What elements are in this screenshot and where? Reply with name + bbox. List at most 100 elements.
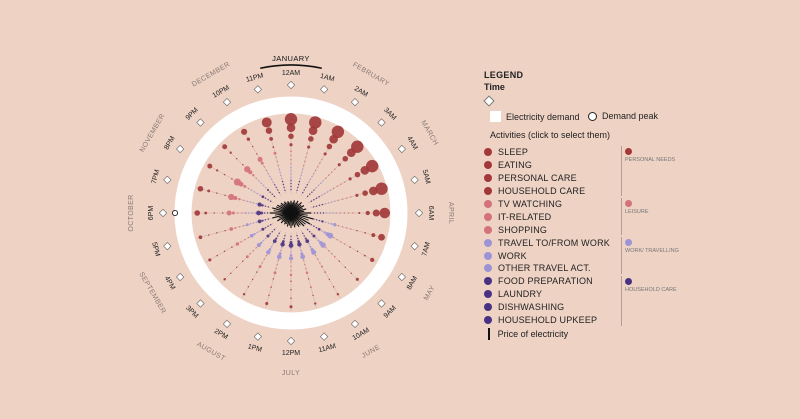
activity-label: DISHWASHING <box>498 302 565 313</box>
activity-dot <box>332 212 334 214</box>
activity-dot <box>245 255 249 259</box>
activity-food-preparation[interactable]: FOOD PREPARATION <box>484 275 610 288</box>
activity-dishwashing[interactable]: DISHWASHING <box>484 301 610 314</box>
activity-dot <box>224 229 226 232</box>
activity-dot <box>345 197 348 199</box>
activity-dot <box>297 237 299 240</box>
activity-dot <box>337 163 341 167</box>
activity-dot <box>251 212 253 214</box>
activity-dot <box>306 195 309 198</box>
activity-sleep[interactable]: SLEEP <box>484 146 610 159</box>
hour-diamond-icon <box>176 144 185 154</box>
hour-diamond-icon <box>286 80 296 90</box>
hour-label: 10PM <box>211 84 230 99</box>
activity-dot <box>277 235 279 237</box>
activity-dot <box>319 262 321 264</box>
activity-dot <box>315 219 318 221</box>
activity-dot <box>261 227 265 231</box>
hour-label: 7AM <box>421 241 432 257</box>
activity-tv-watching[interactable]: TV WATCHING <box>484 198 610 211</box>
activity-dot <box>266 250 271 255</box>
hour-label: 11AM <box>318 343 337 354</box>
activity-dot <box>236 266 238 268</box>
month-label: MAY <box>423 285 437 302</box>
activity-dot <box>289 273 293 277</box>
activity-dot <box>261 195 265 199</box>
activity-dot <box>305 267 307 270</box>
activity-dot <box>341 198 344 200</box>
activity-dot <box>255 247 257 249</box>
activity-household-care[interactable]: HOUSEHOLD CARE <box>484 185 610 198</box>
activity-dot <box>198 235 203 240</box>
hour-label: 3AM <box>382 107 397 122</box>
activity-dot <box>290 154 292 157</box>
activity-dot <box>333 255 336 258</box>
activity-dot <box>267 173 270 175</box>
group-dot-icon <box>625 148 632 155</box>
activity-dot <box>276 160 278 163</box>
activity-dot <box>269 136 274 141</box>
activity-dot <box>270 245 273 248</box>
activity-dot-icon <box>484 264 492 273</box>
activity-dot <box>265 187 267 189</box>
activity-dot <box>265 237 267 239</box>
activity-dot <box>318 219 321 222</box>
hour-diamond-icon <box>222 98 232 107</box>
activity-dot <box>242 164 244 166</box>
activity-dot <box>342 155 349 162</box>
activity-dot <box>247 236 250 239</box>
activity-label: HOUSEHOLD CARE <box>498 186 586 197</box>
activity-dot-icon <box>484 148 492 157</box>
activity-dot <box>355 193 359 197</box>
activity-dot <box>351 140 364 153</box>
activity-other-travel-act-[interactable]: OTHER TRAVEL ACT. <box>484 262 610 275</box>
activity-dot <box>265 127 273 134</box>
month-label: OCTOBER <box>128 194 135 231</box>
activity-dot <box>312 173 315 175</box>
hour-diamond-icon <box>410 242 419 251</box>
activity-dot <box>298 180 301 183</box>
activity-label: OTHER TRAVEL ACT. <box>498 263 591 274</box>
activity-work[interactable]: WORK <box>484 249 610 262</box>
group-label: PERSONAL NEEDS <box>625 157 676 163</box>
activity-dot <box>272 278 275 280</box>
activity-dot <box>270 178 273 181</box>
month-label: JULY <box>282 370 300 377</box>
activity-dot <box>268 248 272 251</box>
activity-household-upkeep[interactable]: HOUSEHOLD UPKEEP <box>484 314 610 327</box>
activity-it-related[interactable]: IT-RELATED <box>484 210 610 223</box>
activity-dot <box>316 258 319 260</box>
activity-dot <box>244 166 251 173</box>
activity-travel-to-from-work[interactable]: TRAVEL TO/FROM WORK <box>484 236 610 249</box>
activity-dot-icon <box>484 187 492 196</box>
hour-diamond-icon <box>163 242 172 251</box>
price-spike <box>289 202 292 214</box>
activity-dot <box>256 153 258 155</box>
activity-dot <box>307 278 310 280</box>
activity-personal-care[interactable]: PERSONAL CARE <box>484 172 610 185</box>
activity-dot <box>246 137 251 141</box>
activity-dot-icon <box>484 238 492 247</box>
activity-dot <box>267 199 269 201</box>
activity-dot <box>307 145 311 149</box>
activity-dot <box>288 256 294 261</box>
activity-dot <box>290 179 292 182</box>
activity-dot <box>350 196 352 198</box>
activity-dot <box>279 171 281 174</box>
activity-dot <box>275 237 278 240</box>
hour-diamond-icon <box>196 299 205 308</box>
activity-dot <box>255 177 257 179</box>
activity-dot <box>325 247 327 249</box>
activity-dot <box>349 246 351 248</box>
activity-dot <box>252 222 255 224</box>
activity-laundry[interactable]: LAUNDRY <box>484 288 610 301</box>
activity-dot <box>197 185 204 192</box>
activity-dot <box>290 166 292 169</box>
activity-dot <box>372 209 380 217</box>
activity-shopping[interactable]: SHOPPING <box>484 223 610 236</box>
activity-dot <box>290 297 292 299</box>
activity-dot <box>228 193 235 201</box>
activity-eating[interactable]: EATING <box>484 159 610 172</box>
activity-dot <box>272 181 274 183</box>
activity-dot <box>332 286 335 288</box>
